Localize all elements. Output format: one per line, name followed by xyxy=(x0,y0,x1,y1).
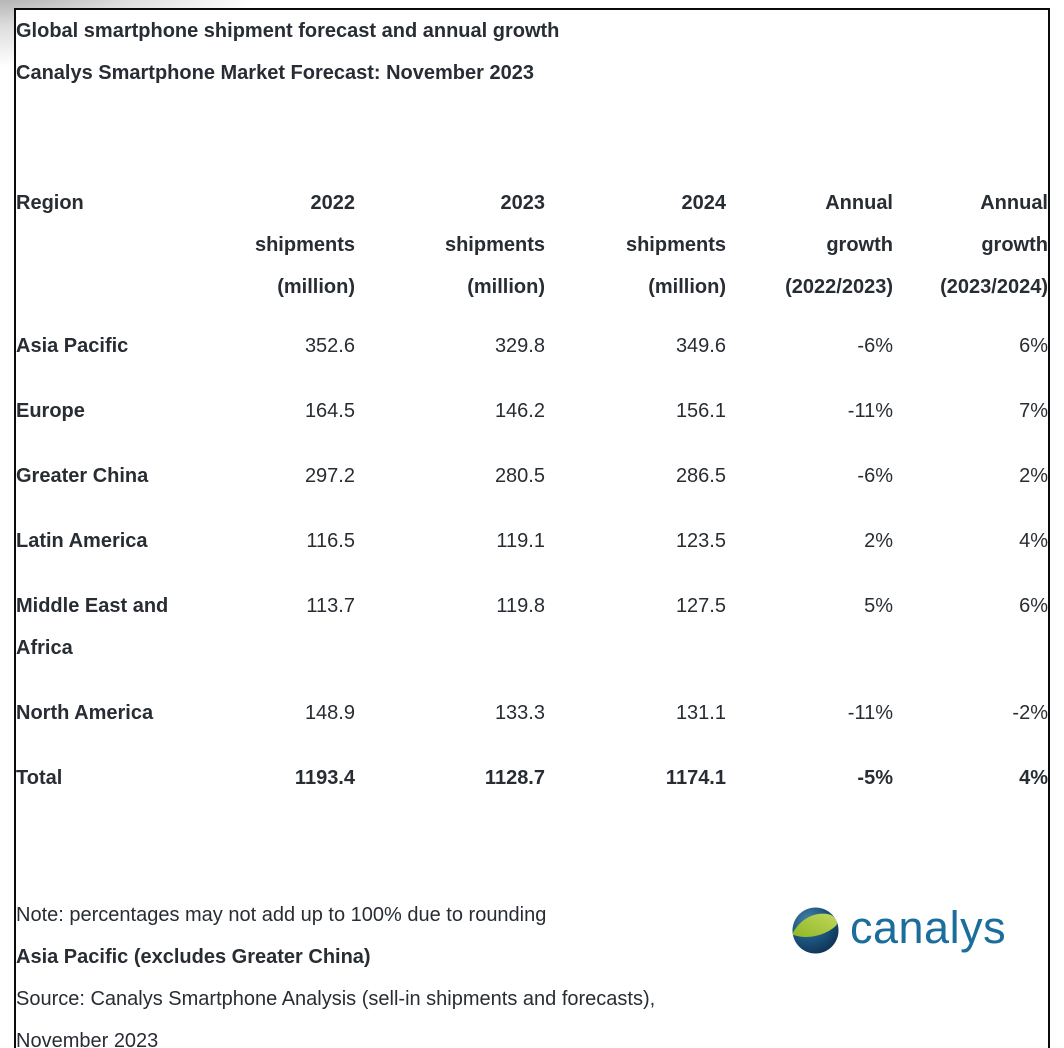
column-header-line: (2022/2023) xyxy=(785,276,893,298)
column-header-line: (2023/2024) xyxy=(940,276,1048,298)
growth-2022-2023-cell: -11% xyxy=(847,400,893,422)
total-growth-2023-2024-cell: 4% xyxy=(1019,767,1048,789)
growth-2023-2024-cell: 2% xyxy=(1019,465,1048,487)
growth-2023-2024-cell: 7% xyxy=(1019,400,1048,422)
growth-2023-2024-cell: 4% xyxy=(1019,530,1048,552)
footer: Note: percentages may not add up to 100%… xyxy=(16,894,1048,1048)
table-row: North America 148.9 133.3 131.1 -11% -2% xyxy=(16,692,1048,757)
table-row: Greater China 297.2 280.5 286.5 -6% 2% xyxy=(16,455,1048,520)
column-header-growth-2022-2023: Annual growth (2022/2023) xyxy=(726,182,893,325)
table-row: Middle East and Africa 113.7 119.8 127.5… xyxy=(16,585,1048,692)
shipments-2022-cell: 113.7 xyxy=(306,595,355,617)
source-line: Source: Canalys Smartphone Analysis (sel… xyxy=(16,988,656,1048)
table-row: Asia Pacific 352.6 329.8 349.6 -6% 6% xyxy=(16,325,1048,390)
column-header-growth-2023-2024: Annual growth (2023/2024) xyxy=(893,182,1048,325)
total-shipments-2024-cell: 1174.1 xyxy=(665,767,726,789)
column-header-line: 2023 xyxy=(500,192,546,214)
shipments-2022-cell: 164.5 xyxy=(304,400,355,422)
table-header-row: Region 2022 shipments (million) 2023 shi… xyxy=(16,182,1048,325)
shipments-2023-cell: 146.2 xyxy=(494,400,545,422)
column-header-line: shipments xyxy=(625,234,726,256)
region-cell: Greater China xyxy=(16,465,149,487)
column-header-line: Annual xyxy=(980,192,1048,214)
region-cell: Europe xyxy=(16,400,85,422)
shipments-2022-cell: 352.6 xyxy=(304,335,355,357)
forecast-table-card: Global smartphone shipment forecast and … xyxy=(14,8,1050,1048)
column-header-line: shipments xyxy=(444,234,545,256)
column-header-line: 2024 xyxy=(681,192,727,214)
region-cell: North America xyxy=(16,702,154,724)
shipments-2024-cell: 156.1 xyxy=(675,400,726,422)
note-asia-pacific: Asia Pacific (excludes Greater China) xyxy=(16,946,371,968)
note-rounding: Note: percentages may not add up to 100%… xyxy=(16,904,547,926)
growth-2023-2024-cell: -2% xyxy=(1012,702,1048,724)
growth-2022-2023-cell: 5% xyxy=(864,595,893,617)
growth-2022-2023-cell: -11% xyxy=(847,702,893,724)
column-header-line: growth xyxy=(826,234,893,256)
region-cell: Latin America xyxy=(16,530,148,552)
shipments-2024-cell: 286.5 xyxy=(675,465,726,487)
column-header-line: growth xyxy=(981,234,1048,256)
shipments-2024-cell: 131.1 xyxy=(675,702,726,724)
page-subtitle: Canalys Smartphone Market Forecast: Nove… xyxy=(16,62,534,84)
growth-2023-2024-cell: 6% xyxy=(1019,595,1048,617)
table-total-row: Total 1193.4 1128.7 1174.1 -5% 4% xyxy=(16,757,1048,822)
growth-2022-2023-cell: -6% xyxy=(857,335,893,357)
column-header-line: (million) xyxy=(277,276,355,298)
table-row: Europe 164.5 146.2 156.1 -11% 7% xyxy=(16,390,1048,455)
growth-2022-2023-cell: -6% xyxy=(857,465,893,487)
column-header-2024-shipments: 2024 shipments (million) xyxy=(545,182,726,325)
shipments-2022-cell: 148.9 xyxy=(304,702,355,724)
table-row: Latin America 116.5 119.1 123.5 2% 4% xyxy=(16,520,1048,585)
column-header-2023-shipments: 2023 shipments (million) xyxy=(355,182,545,325)
shipments-2024-cell: 349.6 xyxy=(675,335,726,357)
shipments-2024-cell: 123.5 xyxy=(675,530,726,552)
shipments-2023-cell: 329.8 xyxy=(494,335,545,357)
growth-2022-2023-cell: 2% xyxy=(864,530,893,552)
shipments-2022-cell: 297.2 xyxy=(304,465,355,487)
growth-2023-2024-cell: 6% xyxy=(1019,335,1048,357)
column-header-2022-shipments: 2022 shipments (million) xyxy=(201,182,355,325)
shipments-2024-cell: 127.5 xyxy=(675,595,726,617)
canalys-logo: canalys xyxy=(792,904,1006,957)
total-shipments-2022-cell: 1193.4 xyxy=(294,767,355,789)
column-header-region: Region xyxy=(16,182,201,325)
total-label-cell: Total xyxy=(16,767,63,789)
region-cell: Middle East and Africa xyxy=(16,595,169,659)
region-cell: Asia Pacific xyxy=(16,335,129,357)
shipments-2023-cell: 119.1 xyxy=(496,530,545,552)
shipments-2022-cell: 116.5 xyxy=(306,530,355,552)
shipments-2023-cell: 133.3 xyxy=(494,702,545,724)
canalys-wordmark: canalys xyxy=(850,902,1007,953)
canalys-globe-icon xyxy=(792,907,839,954)
page-title: Global smartphone shipment forecast and … xyxy=(16,20,560,42)
column-header-line: (million) xyxy=(648,276,726,298)
column-header-line: 2022 xyxy=(310,192,356,214)
column-header-line: Region xyxy=(16,192,84,214)
column-header-line: shipments xyxy=(254,234,355,256)
column-header-line: (million) xyxy=(467,276,545,298)
shipments-2023-cell: 119.8 xyxy=(496,595,545,617)
shipments-2023-cell: 280.5 xyxy=(494,465,545,487)
total-shipments-2023-cell: 1128.7 xyxy=(484,767,545,789)
column-header-line: Annual xyxy=(825,192,893,214)
total-growth-2022-2023-cell: -5% xyxy=(857,767,893,789)
forecast-table: Region 2022 shipments (million) 2023 shi… xyxy=(16,182,1048,822)
